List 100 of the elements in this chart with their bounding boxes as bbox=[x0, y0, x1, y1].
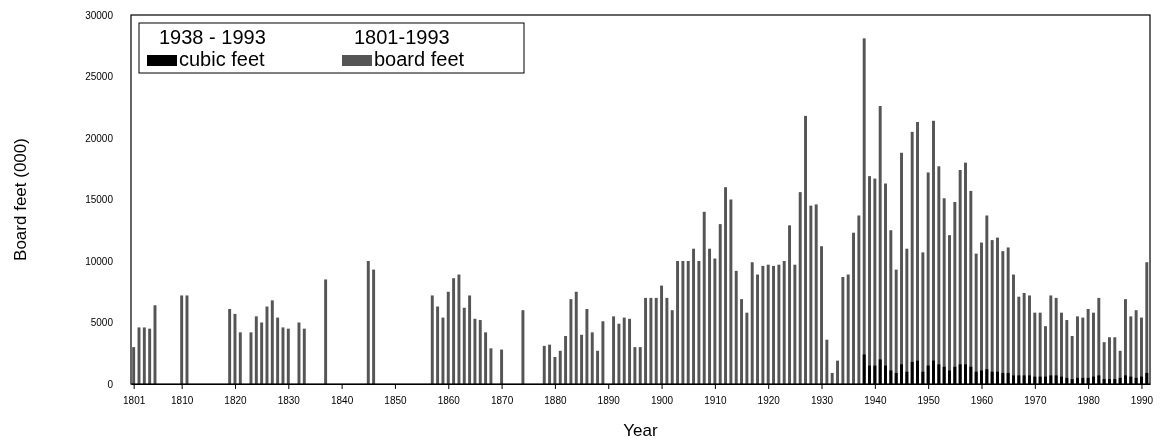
bar bbox=[468, 295, 472, 384]
bar bbox=[734, 270, 738, 384]
bar bbox=[697, 261, 701, 384]
bar bbox=[852, 232, 855, 384]
bar bbox=[782, 261, 786, 384]
bar bbox=[585, 308, 589, 384]
bar bbox=[638, 347, 642, 384]
bar bbox=[276, 317, 280, 384]
bar bbox=[564, 336, 568, 384]
x-tick-label: 1801 bbox=[123, 395, 146, 406]
bar bbox=[372, 269, 376, 384]
annotation: 1801-1993 bbox=[354, 26, 450, 48]
bar bbox=[670, 310, 674, 384]
x-tick-label: 1950 bbox=[917, 395, 941, 406]
bar bbox=[729, 199, 733, 384]
x-tick-label: 1830 bbox=[277, 395, 301, 406]
bar bbox=[772, 265, 776, 384]
bar bbox=[142, 327, 146, 384]
bar bbox=[836, 360, 839, 384]
bar bbox=[814, 204, 818, 384]
x-tick-label: 1810 bbox=[171, 395, 194, 406]
bar bbox=[756, 274, 760, 384]
bar bbox=[457, 274, 461, 384]
bar bbox=[500, 349, 504, 384]
bar bbox=[366, 261, 370, 384]
bar bbox=[740, 299, 744, 384]
bar bbox=[180, 295, 184, 384]
x-tick-label: 1890 bbox=[597, 395, 621, 406]
bar bbox=[777, 264, 781, 384]
bar bbox=[452, 278, 456, 384]
bar bbox=[484, 332, 488, 384]
bar bbox=[254, 316, 258, 384]
bar bbox=[542, 345, 546, 384]
bar bbox=[665, 297, 669, 384]
x-tick-label: 1910 bbox=[704, 395, 727, 406]
x-tick-label: 1980 bbox=[1077, 395, 1101, 406]
x-tick-label: 1960 bbox=[970, 395, 994, 406]
bar bbox=[820, 246, 823, 384]
y-tick-label: 20000 bbox=[85, 132, 114, 144]
x-axis-title: Year bbox=[623, 421, 659, 440]
bar bbox=[830, 372, 834, 384]
bar bbox=[702, 211, 706, 384]
x-tick-label: 1900 bbox=[650, 395, 674, 406]
legend-label: board feet bbox=[374, 48, 465, 70]
bar bbox=[857, 215, 861, 384]
bar bbox=[286, 328, 290, 384]
bar bbox=[809, 205, 813, 384]
bar bbox=[628, 318, 632, 384]
bar bbox=[676, 261, 680, 384]
y-tick-label: 10000 bbox=[85, 255, 114, 267]
bar bbox=[446, 291, 450, 384]
x-tick-label: 1920 bbox=[757, 395, 781, 406]
bar bbox=[324, 279, 328, 384]
bar bbox=[708, 248, 712, 384]
y-tick-label: 25000 bbox=[85, 71, 114, 83]
x-tick-label: 1840 bbox=[331, 395, 354, 406]
bar bbox=[825, 339, 829, 384]
y-tick-label: 0 bbox=[107, 378, 114, 390]
bar bbox=[238, 332, 242, 384]
bar bbox=[713, 258, 717, 384]
x-tick-label: 1990 bbox=[1130, 395, 1154, 406]
bar bbox=[601, 321, 605, 384]
bar bbox=[553, 356, 557, 384]
bar bbox=[761, 265, 765, 384]
bar bbox=[644, 297, 648, 384]
x-tick-label: 1940 bbox=[864, 395, 887, 406]
x-tick-label: 1970 bbox=[1024, 395, 1047, 406]
bar bbox=[846, 274, 850, 384]
y-tick-label: 15000 bbox=[85, 194, 114, 206]
bar bbox=[617, 323, 621, 384]
bar bbox=[841, 276, 845, 384]
bar bbox=[686, 261, 690, 384]
bar bbox=[521, 310, 525, 384]
bar bbox=[478, 320, 482, 384]
bar bbox=[596, 350, 600, 384]
bar bbox=[473, 318, 477, 384]
bar bbox=[558, 350, 562, 384]
bar bbox=[580, 334, 584, 384]
bar bbox=[132, 347, 136, 384]
bar bbox=[612, 316, 616, 384]
x-tick-label: 1870 bbox=[490, 395, 514, 406]
bar bbox=[569, 299, 573, 384]
bar bbox=[798, 192, 802, 384]
bar bbox=[148, 328, 152, 384]
bar bbox=[788, 225, 791, 384]
bar bbox=[548, 344, 552, 384]
x-tick-label: 1850 bbox=[384, 395, 408, 406]
bar bbox=[745, 312, 749, 384]
bar bbox=[654, 297, 658, 384]
bar bbox=[302, 328, 306, 384]
bar bbox=[489, 348, 493, 384]
bar bbox=[590, 332, 594, 384]
bar bbox=[692, 248, 696, 384]
bar bbox=[574, 291, 578, 384]
bar bbox=[462, 307, 466, 384]
bar bbox=[633, 347, 637, 384]
bar bbox=[228, 308, 232, 384]
x-tick-label: 1860 bbox=[437, 395, 461, 406]
bar bbox=[724, 187, 728, 384]
x-tick-label: 1820 bbox=[224, 395, 248, 406]
